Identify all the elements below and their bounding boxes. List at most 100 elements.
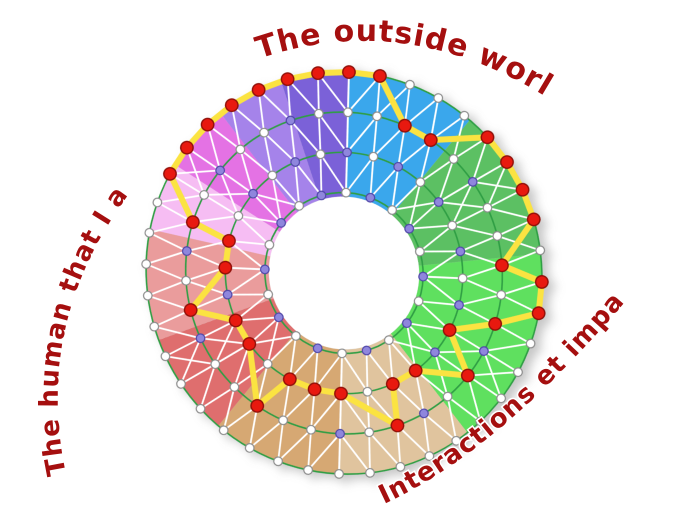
path-node[interactable] bbox=[372, 68, 388, 84]
node[interactable] bbox=[262, 289, 274, 300]
sector-purple-dark[interactable] bbox=[268, 54, 397, 208]
node[interactable] bbox=[433, 196, 444, 207]
sector-purple-medium[interactable] bbox=[218, 80, 334, 224]
path-node[interactable] bbox=[534, 274, 550, 290]
path-node[interactable] bbox=[279, 71, 295, 87]
path-node[interactable] bbox=[306, 381, 322, 397]
node[interactable] bbox=[336, 348, 347, 359]
node[interactable] bbox=[495, 289, 507, 300]
node[interactable] bbox=[210, 358, 221, 370]
node[interactable] bbox=[417, 271, 429, 282]
path-node[interactable] bbox=[250, 82, 266, 98]
path-node[interactable] bbox=[389, 417, 405, 433]
path-node[interactable] bbox=[525, 211, 541, 227]
node[interactable] bbox=[293, 200, 305, 211]
sector-magenta[interactable] bbox=[164, 102, 302, 260]
path-node[interactable] bbox=[487, 316, 503, 332]
path-node[interactable] bbox=[162, 166, 178, 182]
node[interactable] bbox=[152, 197, 163, 208]
path-node[interactable] bbox=[221, 233, 237, 249]
path-node[interactable] bbox=[494, 257, 510, 273]
node[interactable] bbox=[340, 187, 351, 198]
node[interactable] bbox=[534, 245, 546, 256]
node[interactable] bbox=[495, 393, 506, 404]
node[interactable] bbox=[277, 415, 289, 426]
node[interactable] bbox=[364, 467, 375, 478]
path-node[interactable] bbox=[185, 214, 201, 230]
sector-green-medium[interactable] bbox=[369, 112, 550, 304]
node[interactable] bbox=[371, 111, 382, 122]
node[interactable] bbox=[361, 345, 372, 356]
path-node[interactable] bbox=[514, 182, 530, 198]
node[interactable] bbox=[275, 217, 287, 228]
sector-red-dark[interactable] bbox=[158, 286, 319, 434]
path-node[interactable] bbox=[397, 117, 413, 133]
node[interactable] bbox=[305, 424, 316, 435]
path-node[interactable] bbox=[182, 302, 198, 318]
node[interactable] bbox=[149, 321, 160, 332]
path-node[interactable] bbox=[249, 398, 265, 414]
path-node[interactable] bbox=[460, 367, 476, 383]
node[interactable] bbox=[262, 358, 273, 369]
node[interactable] bbox=[180, 275, 191, 286]
node[interactable] bbox=[290, 156, 301, 167]
node[interactable] bbox=[258, 127, 269, 138]
path-node[interactable] bbox=[499, 154, 515, 170]
node[interactable] bbox=[418, 408, 429, 419]
path-node[interactable] bbox=[385, 376, 401, 392]
node[interactable] bbox=[175, 378, 186, 389]
path-node[interactable] bbox=[217, 259, 233, 275]
path-node[interactable] bbox=[179, 139, 195, 155]
node[interactable] bbox=[512, 366, 523, 378]
node[interactable] bbox=[144, 227, 155, 238]
node[interactable] bbox=[415, 176, 426, 188]
node[interactable] bbox=[142, 290, 153, 301]
node[interactable] bbox=[198, 189, 209, 200]
node[interactable] bbox=[386, 204, 398, 215]
node[interactable] bbox=[401, 317, 412, 329]
sector-pink-light[interactable] bbox=[130, 137, 288, 298]
node[interactable] bbox=[195, 333, 206, 344]
node[interactable] bbox=[290, 330, 301, 341]
node[interactable] bbox=[235, 144, 246, 155]
node[interactable] bbox=[414, 246, 425, 257]
node[interactable] bbox=[267, 170, 278, 181]
node[interactable] bbox=[247, 188, 258, 199]
node[interactable] bbox=[467, 176, 478, 187]
node[interactable] bbox=[433, 92, 444, 103]
node[interactable] bbox=[285, 115, 296, 126]
node[interactable] bbox=[482, 202, 493, 213]
path-node[interactable] bbox=[423, 132, 439, 148]
node[interactable] bbox=[413, 295, 424, 307]
node[interactable] bbox=[424, 450, 435, 461]
node[interactable] bbox=[442, 391, 453, 402]
node[interactable] bbox=[447, 220, 458, 231]
node[interactable] bbox=[392, 161, 404, 172]
path-node[interactable] bbox=[407, 362, 423, 378]
path-node[interactable] bbox=[441, 322, 457, 338]
node[interactable] bbox=[455, 246, 466, 257]
node[interactable] bbox=[259, 264, 270, 275]
node[interactable] bbox=[244, 442, 255, 453]
node[interactable] bbox=[478, 345, 489, 356]
node[interactable] bbox=[403, 223, 415, 234]
node[interactable] bbox=[368, 151, 379, 162]
node[interactable] bbox=[218, 425, 229, 436]
node[interactable] bbox=[195, 403, 206, 414]
node[interactable] bbox=[229, 381, 240, 392]
path-node[interactable] bbox=[227, 312, 243, 328]
node[interactable] bbox=[214, 165, 226, 176]
node[interactable] bbox=[312, 343, 323, 354]
node[interactable] bbox=[222, 289, 233, 300]
node[interactable] bbox=[475, 416, 486, 427]
node[interactable] bbox=[383, 334, 394, 346]
node[interactable] bbox=[451, 435, 462, 446]
node[interactable] bbox=[363, 427, 375, 438]
node[interactable] bbox=[453, 299, 464, 310]
node[interactable] bbox=[459, 110, 470, 121]
node[interactable] bbox=[334, 428, 345, 439]
path-node[interactable] bbox=[199, 116, 215, 132]
node[interactable] bbox=[233, 210, 244, 221]
node[interactable] bbox=[395, 461, 406, 472]
node[interactable] bbox=[448, 153, 459, 164]
